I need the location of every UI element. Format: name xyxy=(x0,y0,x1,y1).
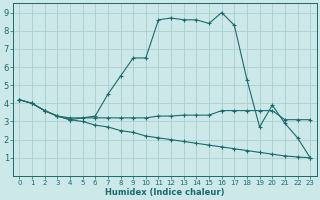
X-axis label: Humidex (Indice chaleur): Humidex (Indice chaleur) xyxy=(105,188,225,197)
